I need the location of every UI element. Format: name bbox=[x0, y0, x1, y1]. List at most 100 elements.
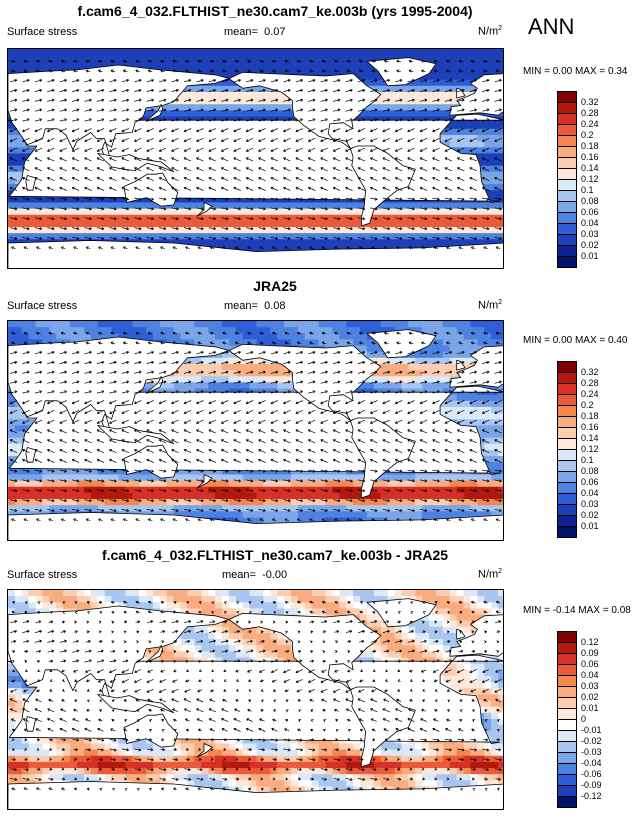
field-cell bbox=[456, 61, 465, 69]
field-cell bbox=[463, 79, 472, 87]
field-cell bbox=[215, 227, 223, 234]
stress-arrow bbox=[246, 227, 254, 231]
field-cell bbox=[498, 49, 503, 56]
stress-arrow bbox=[283, 227, 291, 231]
field-cell bbox=[373, 73, 382, 81]
field-cell bbox=[97, 227, 106, 234]
field-cell bbox=[449, 406, 458, 414]
stress-arrow bbox=[346, 246, 352, 250]
stress-arrow bbox=[185, 59, 190, 63]
field-cell bbox=[35, 202, 44, 210]
field-cell bbox=[97, 208, 106, 216]
field-cell bbox=[180, 196, 189, 204]
stress-arrow bbox=[270, 128, 279, 133]
field-cell bbox=[484, 61, 492, 69]
field-cell bbox=[463, 233, 472, 240]
stress-arrow bbox=[382, 128, 390, 133]
stress-arrow bbox=[84, 157, 92, 162]
field-cell bbox=[304, 321, 313, 328]
field-cell bbox=[166, 327, 175, 334]
stress-arrow bbox=[296, 59, 302, 63]
field-cell bbox=[8, 165, 16, 173]
field-cell bbox=[297, 245, 306, 253]
stress-arrow bbox=[333, 98, 341, 102]
field-cell bbox=[325, 55, 334, 62]
stress-arrow bbox=[272, 246, 277, 250]
field-cell bbox=[228, 233, 237, 240]
stress-arrow bbox=[419, 197, 428, 201]
stress-arrow bbox=[71, 147, 80, 152]
stress-arrow bbox=[383, 69, 389, 73]
stress-arrow bbox=[258, 78, 266, 83]
field-cell bbox=[146, 208, 154, 216]
stress-arrow bbox=[11, 59, 16, 63]
field-cell bbox=[484, 49, 492, 56]
stress-arrow bbox=[370, 227, 378, 231]
field-cell bbox=[235, 110, 244, 118]
field-cell bbox=[194, 110, 202, 118]
field-cell bbox=[394, 382, 403, 390]
field-cell bbox=[353, 67, 361, 75]
stress-arrow bbox=[109, 147, 117, 152]
field-cell bbox=[104, 208, 113, 216]
field-cell bbox=[8, 449, 16, 457]
stress-arrow bbox=[208, 236, 217, 240]
field-cell bbox=[435, 208, 444, 216]
stress-arrow bbox=[159, 217, 167, 221]
field-cell bbox=[339, 61, 347, 69]
field-cell bbox=[270, 363, 278, 371]
stress-arrow bbox=[295, 157, 303, 162]
stress-arrow bbox=[407, 78, 415, 83]
field-cell bbox=[449, 85, 458, 93]
stress-arrow bbox=[345, 108, 353, 112]
field-cell bbox=[187, 327, 195, 334]
stress-arrow bbox=[34, 207, 43, 211]
stress-arrow bbox=[34, 217, 43, 221]
field-cell bbox=[346, 321, 354, 328]
field-cell bbox=[208, 61, 216, 69]
stress-arrow bbox=[109, 217, 117, 221]
field-cell bbox=[263, 202, 271, 210]
stress-arrow bbox=[247, 69, 252, 73]
stress-arrow bbox=[121, 118, 130, 122]
field-cell bbox=[429, 345, 437, 353]
field-cell bbox=[152, 202, 161, 210]
field-cell bbox=[470, 67, 478, 75]
field-cell bbox=[456, 208, 465, 216]
field-cell bbox=[14, 67, 23, 75]
field-cell bbox=[249, 214, 258, 222]
field-cell bbox=[435, 327, 444, 334]
field-cell bbox=[8, 431, 16, 439]
stress-arrow bbox=[370, 78, 378, 83]
stress-arrow bbox=[357, 98, 366, 102]
stress-arrow bbox=[258, 157, 266, 162]
stress-arrow bbox=[295, 128, 303, 133]
field-cell bbox=[63, 49, 71, 56]
landmass-europe_w bbox=[449, 73, 503, 116]
field-cell bbox=[77, 61, 85, 69]
stress-arrow bbox=[196, 78, 204, 83]
field-cell bbox=[201, 104, 209, 111]
stress-arrow bbox=[395, 118, 403, 122]
field-cell bbox=[77, 55, 85, 62]
field-cell bbox=[277, 376, 285, 383]
stress-arrow bbox=[444, 147, 453, 152]
stress-arrow bbox=[421, 69, 426, 73]
stress-arrow bbox=[47, 167, 55, 172]
field-cell bbox=[415, 351, 423, 359]
field-cell bbox=[449, 79, 458, 87]
stress-arrow bbox=[245, 128, 254, 133]
field-cell bbox=[401, 214, 409, 222]
field-cell bbox=[263, 327, 271, 334]
field-cell bbox=[477, 134, 485, 142]
stress-arrow bbox=[495, 69, 501, 73]
field-cell bbox=[284, 110, 292, 118]
stress-arrow bbox=[96, 98, 105, 102]
stress-arrow bbox=[359, 69, 364, 73]
stress-arrow bbox=[84, 98, 92, 102]
field-cell bbox=[470, 233, 478, 240]
field-cell bbox=[415, 79, 423, 87]
field-cell bbox=[435, 363, 444, 371]
field-cell bbox=[228, 333, 237, 341]
field-cell bbox=[484, 437, 492, 445]
